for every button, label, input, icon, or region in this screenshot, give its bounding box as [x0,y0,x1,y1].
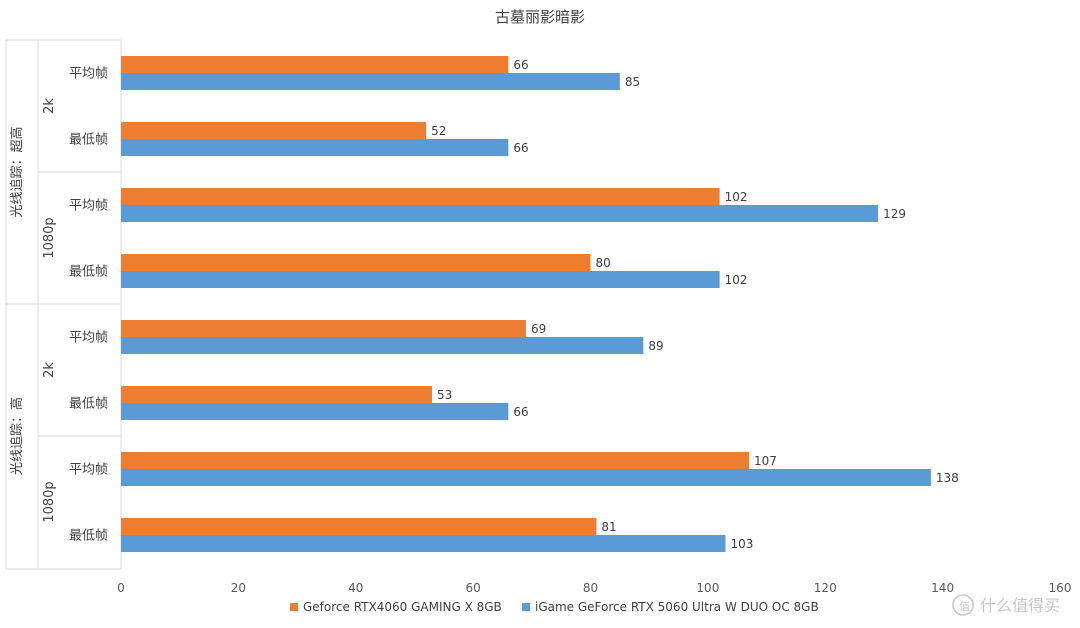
legend: Geforce RTX4060 GAMING X 8GB iGame GeForc… [290,600,819,614]
data-label: 81 [601,520,616,534]
x-tick-label: 20 [231,581,246,595]
data-label: 66 [513,405,528,419]
watermark: 值 什么值得买 [952,594,1060,616]
axis-layer: 0 20 40 60 80 100 120 140 160平均帧最低帧2k平均帧最低帧1080p… [5,39,1072,595]
data-label: 107 [754,454,777,468]
data-label: 69 [531,322,546,336]
bar [121,188,720,205]
data-label: 66 [513,141,528,155]
x-tick-label: 40 [348,581,363,595]
legend-label: iGame GeForce RTX 5060 Ultra W DUO OC 8G… [535,600,819,614]
group-label: 光线追踪：超高 [9,126,25,217]
bar [121,271,720,288]
bar [121,320,526,337]
bar [121,205,879,222]
bar [121,56,509,73]
bar [121,452,749,469]
category-label: 最低帧 [69,133,108,148]
bar [121,386,433,403]
subgroup-label: 1080p [42,217,57,258]
data-label: 138 [936,471,959,485]
watermark-text: 什么值得买 [980,596,1060,615]
category-label: 平均帧 [69,67,108,82]
x-tick-label: 80 [583,581,598,595]
category-label: 平均帧 [69,463,108,478]
bar [121,535,726,552]
data-label: 85 [625,75,640,89]
bar [121,122,427,139]
data-label: 52 [431,124,446,138]
category-label: 最低帧 [69,529,108,544]
subgroup-label: 2k [42,98,57,114]
data-label: 89 [648,339,663,353]
legend-swatch [522,603,530,611]
legend-swatch [290,603,298,611]
chart-title: 古墓丽影暗影 [495,8,585,26]
watermark-logo-icon [952,594,974,616]
bar [121,403,509,420]
category-label: 最低帧 [69,397,108,412]
data-label: 80 [596,256,611,270]
data-label: 129 [883,207,906,221]
bar [121,518,597,535]
watermark-logo-glyph: 值 [959,600,970,613]
x-tick-label: 60 [465,581,480,595]
data-label: 102 [725,190,748,204]
subgroup-label: 2k [42,362,57,378]
x-tick-label: 160 [1049,581,1072,595]
data-label: 103 [730,537,753,551]
bar [121,139,509,156]
data-label: 53 [437,388,452,402]
category-label: 平均帧 [69,331,108,346]
legend-label: Geforce RTX4060 GAMING X 8GB [303,600,502,614]
bar [121,254,591,271]
x-tick-label: 0 [117,581,125,595]
category-label: 平均帧 [69,199,108,214]
subgroup-label: 1080p [42,481,57,522]
data-label: 102 [725,273,748,287]
bar [121,73,620,90]
group-label: 光线追踪：高 [9,397,25,475]
bar [121,337,644,354]
x-tick-label: 140 [931,581,954,595]
x-tick-label: 120 [814,581,837,595]
category-label: 最低帧 [69,265,108,280]
bar [121,469,931,486]
bars-layer: 66 85 52 66 102 129 80 102 69 89 53 66 107 138 81 103 [121,56,959,552]
data-label: 66 [513,58,528,72]
x-tick-label: 100 [696,581,719,595]
